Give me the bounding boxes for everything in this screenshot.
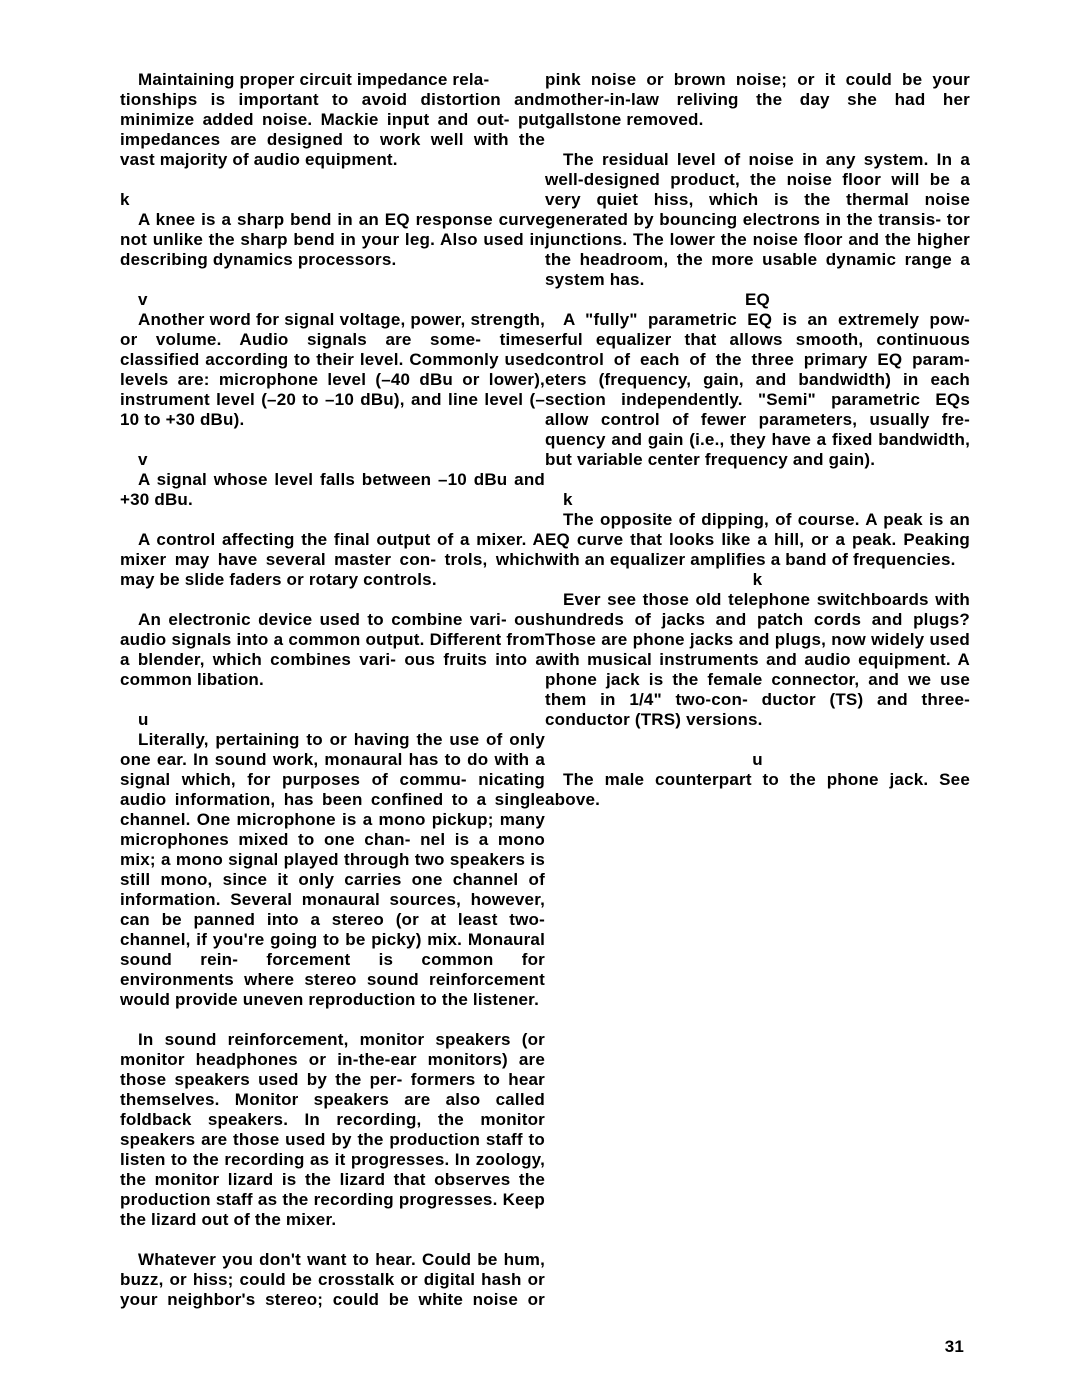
glossary-entry: v Another word for signal voltage, power… bbox=[120, 290, 545, 430]
glossary-entry: k A knee is a sharp bend in an EQ respon… bbox=[120, 190, 545, 270]
definition-text: Another word for signal voltage, power, … bbox=[120, 310, 545, 430]
definition-text: Ever see those old telephone switchboard… bbox=[545, 590, 970, 730]
glossary-entry: Maintaining proper circuit impedance rel… bbox=[120, 70, 545, 170]
definition-text: Literally, pertaining to or having the u… bbox=[120, 730, 545, 1010]
glossary-columns: Maintaining proper circuit impedance rel… bbox=[120, 70, 970, 1327]
definition-text: tionships is important to avoid distorti… bbox=[120, 90, 545, 170]
glossary-entry: k The opposite of dipping, of course. A … bbox=[545, 490, 970, 570]
definition-text: A knee is a sharp bend in an EQ response… bbox=[120, 210, 545, 270]
term-label: v bbox=[120, 290, 545, 310]
definition-text: Maintaining proper circuit impedance rel… bbox=[120, 70, 545, 90]
glossary-entry: u Literally, pertaining to or having the… bbox=[120, 710, 545, 1010]
glossary-entry: In sound reinforcement, monitor speakers… bbox=[120, 1030, 545, 1230]
glossary-entry: A control affecting the final output of … bbox=[120, 530, 545, 590]
glossary-entry: EQ A "fully" parametric EQ is an extreme… bbox=[545, 290, 970, 470]
definition-text: An electronic device used to combine var… bbox=[120, 610, 545, 690]
term-label: v bbox=[120, 450, 545, 470]
term-label: u bbox=[120, 710, 545, 730]
definition-text: A "fully" parametric EQ is an extremely … bbox=[545, 310, 970, 470]
term-label: k bbox=[120, 190, 545, 210]
definition-text: The residual level of noise in any syste… bbox=[545, 150, 970, 290]
term-label: u bbox=[545, 750, 970, 770]
glossary-entry: k Ever see those old telephone switchboa… bbox=[545, 570, 970, 730]
definition-text: A control affecting the final output of … bbox=[120, 530, 545, 590]
definition-text: A signal whose level falls between –10 d… bbox=[120, 470, 545, 510]
glossary-entry: u The male counterpart to the phone jack… bbox=[545, 750, 970, 810]
term-label: EQ bbox=[545, 290, 970, 310]
definition-text: The opposite of dipping, of course. A pe… bbox=[545, 510, 970, 570]
glossary-entry: v A signal whose level falls between –10… bbox=[120, 450, 545, 510]
document-page: Maintaining proper circuit impedance rel… bbox=[0, 0, 1080, 1397]
page-number: 31 bbox=[945, 1337, 964, 1357]
glossary-entry: The residual level of noise in any syste… bbox=[545, 150, 970, 290]
definition-text: In sound reinforcement, monitor speakers… bbox=[120, 1030, 545, 1230]
glossary-entry: An electronic device used to combine var… bbox=[120, 610, 545, 690]
term-label: k bbox=[545, 490, 970, 510]
definition-text: The male counterpart to the phone jack. … bbox=[545, 770, 970, 810]
term-label: k bbox=[545, 570, 970, 590]
